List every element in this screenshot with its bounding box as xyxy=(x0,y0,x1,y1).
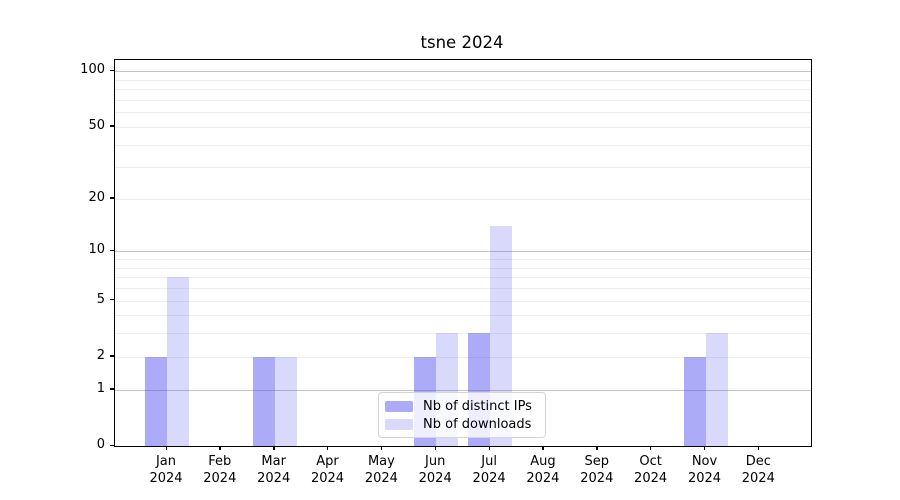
x-tick-label-jan: Jan 2024 xyxy=(149,454,183,486)
y-tick-100 xyxy=(109,69,114,72)
plot-area xyxy=(114,59,812,447)
x-tick-label-feb: Feb 2024 xyxy=(203,454,237,486)
gridline-major-10 xyxy=(115,251,811,253)
gridline-major-100 xyxy=(115,71,811,73)
chart-title: tsne 2024 xyxy=(420,33,504,52)
y-tick-label-5: 5 xyxy=(96,291,105,307)
x-tick-label-may: May 2024 xyxy=(364,454,398,486)
x-tick-jul xyxy=(488,446,490,450)
y-tick-5 xyxy=(109,299,114,301)
x-tick-nov xyxy=(704,446,706,450)
gridline-minor-80 xyxy=(115,89,811,91)
x-tick-dec xyxy=(757,446,760,450)
bar-downloads-mar xyxy=(274,356,297,446)
y-tick-label-100: 100 xyxy=(80,62,105,78)
legend-swatch-downloads xyxy=(385,418,413,430)
x-tick-apr xyxy=(327,446,329,450)
gridline-minor-30 xyxy=(115,167,811,169)
gridline-minor-20 xyxy=(115,198,811,200)
gridline-minor-3 xyxy=(115,333,811,335)
y-tick-label-10: 10 xyxy=(88,242,105,258)
x-tick-mar xyxy=(273,446,275,450)
bar-distinct-ips-mar xyxy=(252,356,275,446)
x-tick-jun xyxy=(434,446,437,450)
legend-row-distinct-ips: Nb of distinct IPs xyxy=(385,398,537,414)
x-tick-label-jul: Jul 2024 xyxy=(472,454,506,486)
y-tick-1 xyxy=(109,388,114,390)
gridline-major-1 xyxy=(115,389,811,391)
x-tick-sep xyxy=(596,446,598,450)
y-tick-0 xyxy=(109,444,114,446)
y-tick-10 xyxy=(109,249,114,252)
x-tick-label-apr: Apr 2024 xyxy=(310,454,345,486)
x-tick-label-sep: Sep 2024 xyxy=(580,454,614,486)
gridline-minor-8 xyxy=(115,267,811,269)
x-tick-label-dec: Dec 2024 xyxy=(741,454,775,486)
x-tick-oct xyxy=(650,446,652,450)
y-tick-label-50: 50 xyxy=(88,117,105,133)
gridline-minor-5 xyxy=(115,300,811,302)
legend-row-downloads: Nb of downloads xyxy=(385,416,537,432)
bar-downloads-jul xyxy=(490,226,513,446)
gridline-minor-4 xyxy=(115,315,811,317)
x-tick-feb xyxy=(219,446,221,450)
x-tick-jan xyxy=(165,446,167,450)
gridline-minor-6 xyxy=(115,288,811,289)
y-tick-2 xyxy=(109,355,114,357)
x-tick-may xyxy=(380,446,383,450)
y-tick-label-20: 20 xyxy=(88,189,105,205)
bar-downloads-jan xyxy=(167,277,189,446)
legend-swatch-distinct-ips xyxy=(385,400,413,412)
legend-label-downloads: Nb of downloads xyxy=(423,416,532,432)
bar-distinct-ips-jan xyxy=(145,356,167,446)
y-tick-50 xyxy=(109,125,114,127)
legend: Nb of distinct IPs Nb of downloads xyxy=(378,392,546,438)
gridline-minor-50 xyxy=(115,126,811,128)
gridline-minor-2 xyxy=(115,356,811,358)
gridline-minor-70 xyxy=(115,99,811,101)
y-tick-20 xyxy=(109,197,114,199)
gridline-minor-90 xyxy=(115,79,811,81)
y-tick-label-2: 2 xyxy=(96,347,105,363)
bar-downloads-nov xyxy=(705,333,728,446)
x-tick-label-nov: Nov 2024 xyxy=(687,454,722,486)
y-tick-label-0: 0 xyxy=(96,437,105,452)
x-tick-aug xyxy=(542,446,544,450)
bar-distinct-ips-nov xyxy=(683,356,706,446)
legend-label-distinct-ips: Nb of distinct IPs xyxy=(423,398,532,414)
x-tick-label-oct: Oct 2024 xyxy=(634,454,668,486)
x-tick-label-jun: Jun 2024 xyxy=(418,454,452,486)
gridline-minor-7 xyxy=(115,277,811,279)
gridline-minor-60 xyxy=(115,112,811,114)
gridline-minor-40 xyxy=(115,144,811,146)
x-tick-label-mar: Mar 2024 xyxy=(257,454,291,486)
gridline-minor-9 xyxy=(115,259,811,260)
y-tick-label-1: 1 xyxy=(96,380,105,396)
x-tick-label-aug: Aug 2024 xyxy=(526,454,560,486)
